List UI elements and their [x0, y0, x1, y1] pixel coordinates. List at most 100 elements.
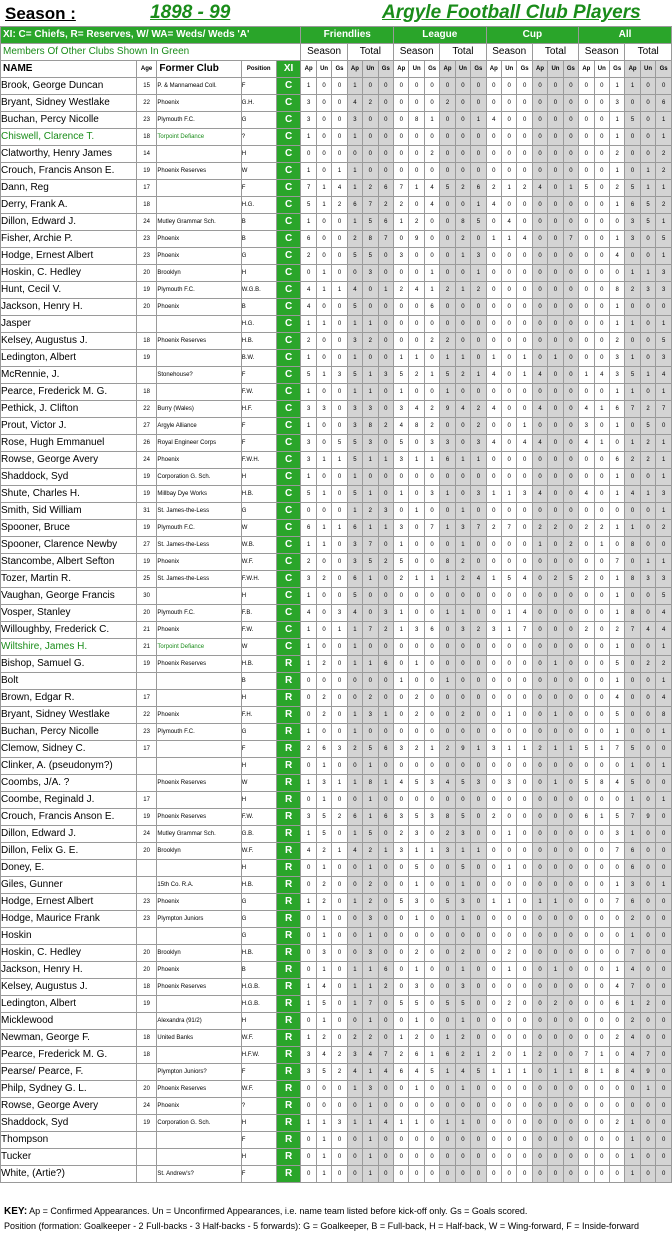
- player-position: W: [240, 774, 277, 792]
- stat-cell: 0: [377, 536, 395, 554]
- section-all: All: [578, 26, 672, 44]
- stat-cell: 0: [454, 672, 472, 690]
- player-age: 24: [135, 451, 158, 469]
- stat-cell: 0: [578, 77, 595, 95]
- stat-cell: 2: [485, 519, 503, 537]
- stat-cell: 0: [423, 1148, 441, 1166]
- stat-cell: 0: [608, 1148, 626, 1166]
- stat-cell: 0: [655, 740, 672, 758]
- stat-cell: 3: [300, 1046, 317, 1064]
- stat-cell: 0: [300, 689, 317, 707]
- stat-cell: 1: [315, 859, 333, 877]
- stat-cell: 3: [315, 774, 333, 792]
- stat-cell: 0: [578, 247, 595, 265]
- stat-cell: 2: [485, 179, 503, 197]
- stat-cell: 0: [377, 77, 395, 95]
- xi-team: R: [275, 1063, 302, 1081]
- player-row: Fisher, Archie P. 23 Phoenix B C 6 0 0 2 8 7 0 9 0 0 2 0…: [0, 230, 672, 248]
- stat-cell: 4: [423, 179, 441, 197]
- cup-total: Total: [531, 43, 580, 61]
- stat-cell: 3: [624, 230, 641, 248]
- stat-cell: 0: [547, 502, 564, 520]
- player-age: 23: [135, 230, 158, 248]
- stat-cell: 3: [655, 264, 672, 282]
- stat-cell: 2: [655, 655, 672, 673]
- xi-team: C: [275, 519, 302, 537]
- stat-cell: 1: [470, 196, 487, 214]
- stat-cell: 7: [362, 995, 379, 1013]
- stat-cell: 8: [408, 417, 425, 435]
- xi-team: C: [275, 434, 302, 452]
- stat-cell: 0: [423, 978, 441, 996]
- stat-cell: 4: [315, 978, 333, 996]
- player-position: B: [240, 961, 277, 979]
- stat-cell: 0: [423, 825, 441, 843]
- stat-cell: 2: [547, 570, 564, 588]
- stat-cell: 0: [362, 298, 379, 316]
- stat-cell: 6: [624, 842, 641, 860]
- stat-cell: 3: [393, 740, 410, 758]
- stat-cell: 2: [331, 1046, 348, 1064]
- stat-cell: 0: [562, 604, 580, 622]
- stat-cell: 0: [362, 128, 379, 146]
- player-name: Micklewood: [0, 1012, 137, 1030]
- stat-cell: 0: [439, 247, 456, 265]
- stat-cell: 0: [516, 383, 533, 401]
- player-age: 23: [135, 893, 158, 911]
- stat-cell: 2: [547, 995, 564, 1013]
- col-age: Age: [135, 60, 158, 78]
- stat-cell: 0: [362, 77, 379, 95]
- player-age: [135, 366, 158, 384]
- stat-cell: 3: [377, 366, 395, 384]
- stat-cell: 0: [531, 723, 549, 741]
- stat-cell: 1: [315, 1165, 333, 1183]
- stat-cell: 0: [547, 1012, 564, 1030]
- stat-cell: 0: [624, 1080, 641, 1098]
- stat-cell: 1: [300, 825, 317, 843]
- stat-cell: 5: [346, 298, 364, 316]
- stat-cell: 0: [562, 77, 580, 95]
- stat-cell: 0: [393, 264, 410, 282]
- stat-cell: 0: [516, 859, 533, 877]
- stat-cell: 0: [593, 162, 610, 180]
- stat-cell: 0: [547, 1046, 564, 1064]
- col-un: Un: [593, 60, 610, 78]
- player-name: Shaddock, Syd: [0, 468, 137, 486]
- stat-cell: 0: [346, 1165, 364, 1183]
- stat-cell: 1: [608, 468, 626, 486]
- xi-team: R: [275, 1148, 302, 1166]
- stat-cell: 0: [500, 451, 518, 469]
- former-club: [156, 196, 242, 214]
- player-name: Ledington, Albert: [0, 349, 137, 367]
- stat-cell: 4: [300, 842, 317, 860]
- col-gs: Gs: [655, 60, 672, 78]
- player-age: 23: [135, 910, 158, 928]
- stat-cell: 0: [516, 111, 533, 129]
- player-position: F: [240, 1165, 277, 1183]
- player-position: H: [240, 264, 277, 282]
- player-position: H: [240, 1114, 277, 1132]
- stat-cell: 0: [408, 927, 425, 945]
- stat-cell: 0: [377, 349, 395, 367]
- stat-cell: 0: [423, 944, 441, 962]
- stat-cell: 0: [377, 94, 395, 112]
- stat-cell: 7: [624, 808, 641, 826]
- stat-cell: 0: [655, 893, 672, 911]
- stat-cell: 5: [362, 825, 379, 843]
- stat-cell: 0: [624, 1097, 641, 1115]
- xi-team: R: [275, 1165, 302, 1183]
- stat-cell: 0: [315, 672, 333, 690]
- player-position: W: [240, 519, 277, 537]
- stat-cell: 4: [346, 842, 364, 860]
- stat-cell: 0: [562, 774, 580, 792]
- player-name: Crouch, Francis Anson E.: [0, 162, 137, 180]
- stat-cell: 0: [377, 587, 395, 605]
- stat-cell: 4: [531, 366, 549, 384]
- stat-cell: 0: [516, 1114, 533, 1132]
- player-position: G: [240, 927, 277, 945]
- stat-cell: 0: [331, 230, 348, 248]
- stat-cell: 0: [454, 417, 472, 435]
- stat-cell: 0: [639, 315, 657, 333]
- former-club: St. James-the-Less: [156, 536, 242, 554]
- stat-cell: 0: [454, 468, 472, 486]
